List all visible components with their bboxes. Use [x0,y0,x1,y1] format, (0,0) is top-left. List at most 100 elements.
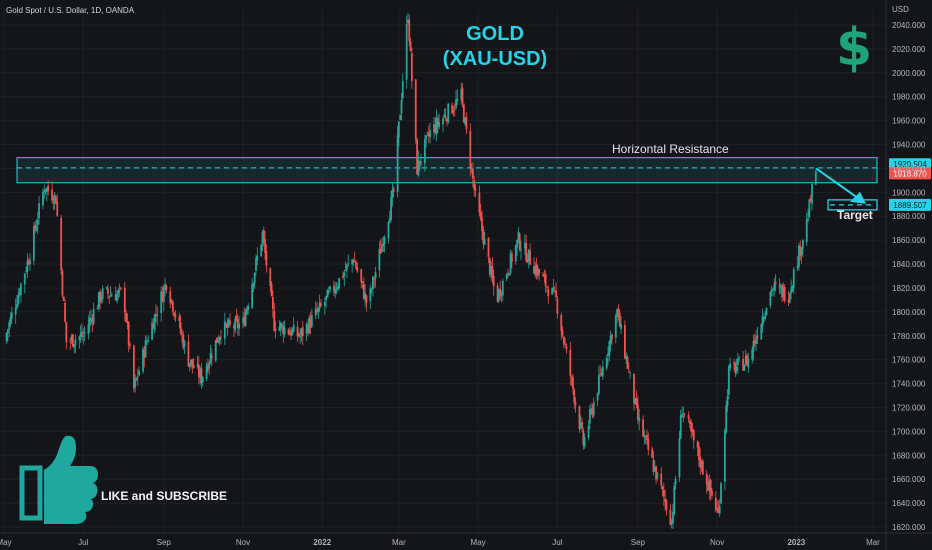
candle [705,470,708,494]
candle-body [242,318,244,323]
candle [183,339,186,354]
candle-body [481,218,483,231]
candle-body [517,232,520,242]
candle [798,242,800,271]
candle-body [169,291,172,304]
candle-body [409,41,412,51]
candle-body [296,326,299,336]
candle [262,226,265,247]
candle-body [291,329,294,335]
candle [329,285,331,293]
candle [110,291,113,297]
candle-body [165,285,168,291]
candle [760,323,763,340]
candle [92,302,95,326]
candle [462,102,465,123]
candle-body [696,441,699,448]
candle-body [26,260,29,272]
candle-body [633,373,635,404]
candle-body [179,322,182,333]
candle [136,368,139,386]
x-tick-label: Jul [552,538,562,547]
candle [781,284,783,303]
candle [634,397,637,405]
candle-body [655,466,657,480]
candle [733,358,735,371]
candle-body [446,119,448,122]
candle-body [672,511,674,524]
candle [490,260,493,282]
candle [273,302,276,332]
candle [698,442,700,468]
candle-body [118,287,121,289]
candle-body [426,132,429,135]
candle [561,326,564,338]
candle [569,342,572,386]
candle [226,318,229,336]
candle-body [300,329,303,335]
candle-body [491,266,494,279]
price-tag-target-bg [889,198,931,211]
y-tick-label: 1920.000 [892,164,926,173]
candle [38,195,40,225]
candle [251,278,254,310]
candle-body [716,508,719,510]
candle-body [191,359,194,366]
candle-body [507,273,509,275]
candle [473,175,476,197]
candle [326,288,329,298]
candle [469,123,472,177]
candle [587,420,590,441]
candle [64,299,66,323]
candle-body [314,308,317,316]
candle [216,337,218,344]
candle-body [62,296,65,302]
candle-body [772,288,774,291]
candle-body [462,104,465,123]
x-tick-label: Mar [392,538,406,547]
candle-body [699,457,702,467]
candle [574,397,577,413]
candle-body [365,295,368,303]
y-tick-label: 2000.000 [892,69,926,78]
candle-body [514,245,517,262]
candle [655,465,657,484]
candle [42,188,44,209]
candle-body [338,277,341,289]
candle-body [701,460,704,475]
candle [679,409,682,440]
candle [269,267,272,293]
y-tick-label: 1940.000 [892,141,926,150]
candle-body [509,253,512,273]
candle-body [361,281,364,283]
candle-body [74,339,77,345]
candle [45,186,48,202]
candle [814,169,817,185]
candle [735,358,738,375]
candle [405,15,408,89]
candle [542,271,544,277]
candle [588,404,591,430]
candle-body [620,323,622,329]
candle [147,334,150,344]
candle [27,257,30,266]
candle-body [744,356,747,364]
candle-body [145,341,148,343]
candle-body [307,324,309,334]
candle-body [760,324,763,340]
candle-body [498,289,500,301]
candle-body [518,233,521,250]
x-tick-label: Mar [866,538,880,547]
candle [720,481,722,505]
candle [162,284,165,312]
candle-body [278,326,281,331]
candle-body [323,302,326,307]
candle [553,286,556,294]
candle-body [529,250,531,265]
y-tick-label: 1900.000 [892,188,926,197]
candle [301,320,304,346]
candle [314,301,317,320]
candle-body [207,364,209,370]
candle [420,153,422,169]
candle [338,277,341,291]
